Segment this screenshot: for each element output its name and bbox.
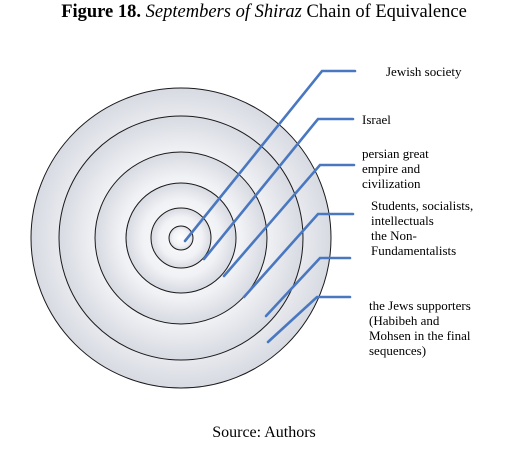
figure-title: Figure 18. Septembers of Shiraz Chain of… [0, 1, 528, 23]
concentric-circles [30, 87, 332, 389]
label-persian-empire: persian great empire and civilization [362, 146, 429, 191]
leader-line-1 [183, 69, 357, 243]
source-note: Source: Authors [212, 424, 316, 441]
leader-line-2 [202, 117, 355, 261]
film-title: Septembers of Shiraz [145, 2, 302, 22]
leader-lines [183, 69, 357, 344]
circle-center [168, 225, 194, 251]
label-jews-supporters: the Jews supporters (Habibeh and Mohsen … [369, 298, 471, 358]
label-students: Students, socialists, intellectuals the … [371, 198, 474, 258]
leader-line-4 [242, 212, 355, 299]
leader-line-3 [222, 163, 356, 278]
figure-number: Figure 18. [61, 2, 142, 22]
leader-line-5 [264, 256, 352, 318]
label-jewish-society: Jewish society [386, 64, 462, 79]
leader-line-6 [266, 295, 352, 344]
title-rest: Chain of Equivalence [306, 2, 467, 22]
label-israel: Israel [362, 112, 391, 127]
